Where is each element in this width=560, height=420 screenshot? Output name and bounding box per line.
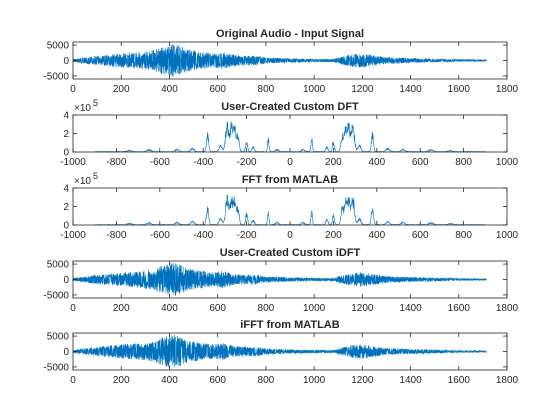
x-tick-label: -800 [106, 230, 126, 241]
axes-box [72, 114, 508, 153]
subplot-5: 0 200 400 600 800 1000 1200 1400 1600 1800-500005… [43, 319, 518, 386]
y-tick-label: -5000 [43, 290, 69, 301]
x-tick-label: 800 [258, 303, 275, 314]
subplot-2: -1000 -800 -600 -400 -200 0 200 400 600 800 1000 0 2… [60, 98, 518, 168]
x-tick-label: -600 [150, 230, 170, 241]
x-tick-label: 1800 [496, 303, 519, 314]
y-tick-label: 0 [63, 148, 69, 159]
x-tick-label: 800 [258, 84, 275, 95]
x-tick-label: 800 [455, 157, 472, 168]
x-tick-label: 1200 [351, 375, 374, 386]
x-tick-label: 1600 [448, 375, 471, 386]
y-exponent-label: ×10 [74, 103, 91, 114]
x-tick-label: 1000 [496, 157, 519, 168]
y-tick-label: 2 [63, 129, 69, 140]
signal-line [72, 263, 487, 296]
x-tick-label: 200 [325, 230, 342, 241]
x-tick-label: 0 [70, 375, 76, 386]
subplot-title: FFT from MATLAB [242, 174, 338, 186]
subplot-title: Original Audio - Input Signal [216, 28, 364, 40]
axes-box [72, 187, 508, 226]
x-tick-label: 200 [113, 84, 130, 95]
subplot-title: User-Created Custom DFT [221, 101, 359, 113]
signal-line [94, 121, 486, 153]
x-tick-label: -1000 [60, 157, 86, 168]
x-tick-label: 400 [368, 230, 385, 241]
x-tick-label: 400 [161, 375, 178, 386]
x-tick-label: 400 [161, 303, 178, 314]
x-tick-label: 1800 [496, 84, 519, 95]
x-tick-label: 1200 [351, 84, 374, 95]
y-tick-label: 0 [63, 56, 69, 67]
y-tick-label: 5000 [47, 260, 70, 271]
x-tick-label: 600 [209, 84, 226, 95]
x-tick-label: 600 [412, 230, 429, 241]
x-tick-label: 1000 [303, 84, 326, 95]
x-tick-label: -200 [237, 230, 257, 241]
x-tick-label: 1400 [399, 303, 422, 314]
x-tick-label: -800 [106, 157, 126, 168]
x-tick-label: 200 [113, 303, 130, 314]
x-tick-label: 0 [70, 303, 76, 314]
y-tick-label: 0 [63, 347, 69, 358]
y-tick-label: 4 [63, 111, 69, 122]
x-tick-label: 800 [455, 230, 472, 241]
x-tick-label: 600 [209, 303, 226, 314]
subplot-1: 0 200 400 600 800 1000 1200 1400 1600 1800-500005… [43, 28, 518, 95]
x-tick-label: 0 [287, 230, 293, 241]
x-tick-label: -600 [150, 157, 170, 168]
x-tick-label: -1000 [60, 230, 86, 241]
x-tick-label: -200 [237, 157, 257, 168]
y-tick-label: 5000 [47, 332, 70, 343]
y-tick-label: 5000 [47, 41, 70, 52]
x-tick-label: 600 [412, 157, 429, 168]
subplot-title: iFFT from MATLAB [240, 319, 339, 331]
y-tick-label: 0 [63, 275, 69, 286]
x-tick-label: 1600 [448, 303, 471, 314]
subplot-title: User-Created Custom iDFT [220, 247, 361, 259]
signal-line [72, 43, 487, 77]
x-tick-label: -400 [193, 157, 213, 168]
x-tick-label: 0 [287, 157, 293, 168]
x-tick-label: 1200 [351, 303, 374, 314]
y-exponent-power: 5 [93, 171, 98, 181]
x-tick-label: 600 [209, 375, 226, 386]
x-tick-label: 0 [70, 84, 76, 95]
y-exponent-label: ×10 [74, 176, 91, 187]
subplot-3: -1000 -800 -600 -400 -200 0 200 400 600 800 1000 0 2… [60, 171, 518, 241]
x-tick-label: 800 [258, 375, 275, 386]
x-tick-label: 1400 [399, 84, 422, 95]
x-tick-label: 1400 [399, 375, 422, 386]
y-tick-label: 2 [63, 202, 69, 213]
x-tick-label: 1800 [496, 375, 519, 386]
y-tick-label: 0 [63, 221, 69, 232]
x-tick-label: -400 [193, 230, 213, 241]
y-exponent-power: 5 [93, 98, 98, 108]
x-tick-label: 400 [161, 84, 178, 95]
signal-line [94, 194, 486, 226]
x-tick-label: 400 [368, 157, 385, 168]
signal-line [72, 334, 487, 368]
x-tick-label: 200 [325, 157, 342, 168]
y-tick-label: -5000 [43, 362, 69, 373]
x-tick-label: 200 [113, 375, 130, 386]
x-tick-label: 1000 [303, 375, 326, 386]
x-tick-label: 1000 [303, 303, 326, 314]
x-tick-label: 1600 [448, 84, 471, 95]
x-tick-label: 1000 [496, 230, 519, 241]
y-tick-label: 4 [63, 184, 69, 195]
y-tick-label: -5000 [43, 71, 69, 82]
subplot-4: 0 200 400 600 800 1000 1200 1400 1600 1800-500005… [43, 247, 518, 314]
